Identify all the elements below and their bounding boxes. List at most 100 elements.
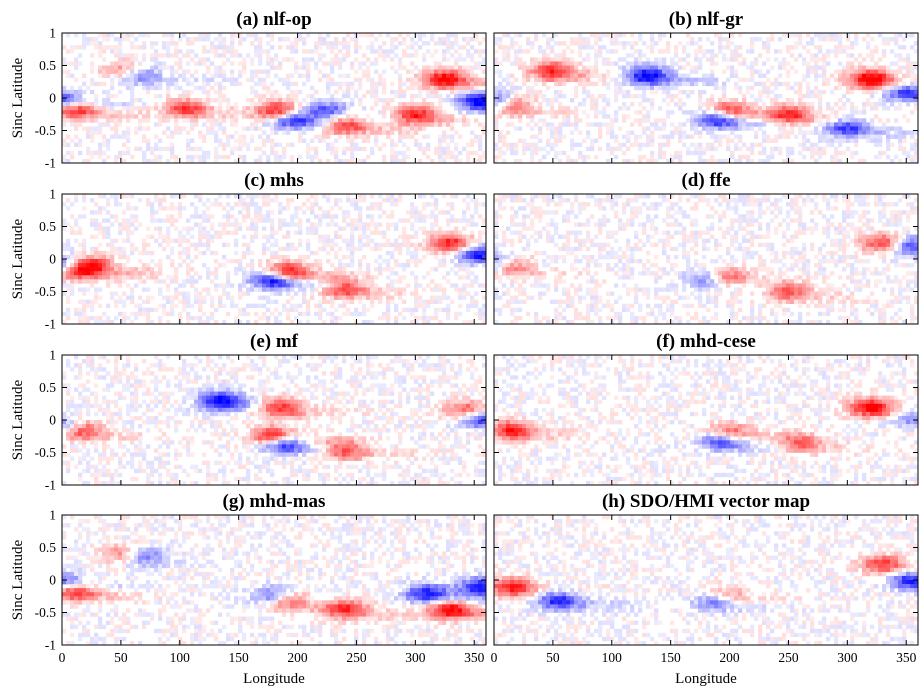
heatmap-cell [370, 81, 375, 87]
heatmap-cell [770, 138, 775, 143]
heatmap-cell [594, 154, 599, 160]
heatmap-cell [578, 41, 583, 46]
heatmap-cell [418, 142, 423, 148]
heatmap-cell [222, 130, 227, 135]
heatmap-cell [158, 287, 163, 292]
heatmap-cell [94, 106, 99, 111]
heatmap-cell [430, 106, 435, 111]
heatmap-cell [254, 210, 259, 215]
heatmap-cell [814, 45, 819, 50]
heatmap-cell [442, 110, 447, 115]
heatmap-cell [698, 98, 703, 103]
heatmap-cell [706, 114, 711, 119]
heatmap-cell [86, 303, 91, 309]
heatmap-cell [766, 138, 771, 143]
heatmap-cell [114, 218, 119, 223]
heatmap-cell [250, 110, 255, 115]
heatmap-cell [578, 102, 583, 107]
heatmap-cell [530, 65, 535, 70]
heatmap-cell [674, 85, 679, 91]
heatmap-cell [446, 57, 451, 62]
heatmap-cell [390, 89, 395, 95]
heatmap-cell [422, 122, 427, 127]
heatmap-cell [886, 65, 891, 70]
heatmap-cell [74, 110, 79, 115]
heatmap-cell [594, 61, 599, 66]
heatmap-cell [90, 69, 95, 74]
heatmap-cell [138, 250, 143, 256]
heatmap-cell [858, 65, 863, 70]
heatmap-cell [322, 130, 327, 135]
heatmap-cell [206, 154, 211, 160]
heatmap-cell [838, 69, 843, 74]
heatmap-cell [178, 230, 183, 235]
heatmap-cell [750, 150, 755, 156]
heatmap-cell [454, 85, 459, 91]
heatmap-cell [494, 37, 499, 42]
heatmap-cell [202, 226, 207, 231]
heatmap-cell [526, 37, 531, 42]
heatmap-cell [406, 69, 411, 74]
heatmap-cell [666, 134, 671, 139]
heatmap-cell [126, 81, 131, 87]
heatmap-cell [358, 33, 363, 38]
heatmap-cell [638, 53, 643, 58]
heatmap-cell [582, 77, 587, 83]
heatmap-cell [666, 65, 671, 70]
heatmap-cell [322, 234, 327, 239]
heatmap-cell [182, 69, 187, 74]
heatmap-cell [386, 98, 391, 103]
heatmap-cell [666, 81, 671, 87]
heatmap-cell [718, 114, 723, 119]
heatmap-cell [106, 283, 111, 288]
heatmap-cell [254, 49, 259, 54]
heatmap-cell [502, 98, 507, 103]
heatmap-cell [730, 154, 735, 160]
heatmap-cell [134, 130, 139, 135]
heatmap-cell [158, 77, 163, 83]
heatmap-cell [418, 93, 423, 99]
heatmap-cell [634, 118, 639, 123]
heatmap-cell [210, 299, 215, 304]
heatmap-cell [890, 37, 895, 42]
heatmap-cell [122, 158, 127, 164]
heatmap-cell [598, 53, 603, 58]
heatmap-cell [74, 77, 79, 83]
heatmap-cell [98, 53, 103, 58]
heatmap-cell [902, 81, 907, 87]
heatmap-cell [362, 61, 367, 66]
heatmap-cell [886, 134, 891, 139]
heatmap-cell [670, 81, 675, 87]
heatmap-cell [274, 194, 279, 199]
heatmap-cell [746, 49, 751, 54]
heatmap-cell [370, 77, 375, 83]
heatmap-cell [202, 138, 207, 143]
heatmap-cell [666, 69, 671, 74]
heatmap-cell [74, 307, 79, 313]
heatmap-cell [286, 234, 291, 239]
heatmap-cell [534, 146, 539, 152]
heatmap-cell [130, 242, 135, 248]
heatmap-cell [270, 93, 275, 99]
heatmap-cell [726, 110, 731, 115]
heatmap-cell [330, 142, 335, 148]
heatmap-cell [110, 110, 115, 115]
heatmap-cell [170, 250, 175, 256]
heatmap-cell [202, 287, 207, 292]
heatmap-cell [914, 146, 919, 152]
heatmap-cell [138, 122, 143, 127]
heatmap-cell [154, 134, 159, 139]
heatmap-cell [314, 154, 319, 160]
heatmap-cell [574, 126, 579, 131]
heatmap-cell [106, 142, 111, 148]
heatmap-cell [186, 93, 191, 99]
heatmap-cell [862, 122, 867, 127]
heatmap-cell [250, 202, 255, 207]
heatmap-cell [878, 77, 883, 83]
heatmap-cell [678, 138, 683, 143]
heatmap-cell [274, 254, 279, 260]
heatmap-cell [438, 77, 443, 83]
heatmap-cell [702, 126, 707, 131]
heatmap-cell [230, 283, 235, 288]
heatmap-cell [870, 89, 875, 95]
